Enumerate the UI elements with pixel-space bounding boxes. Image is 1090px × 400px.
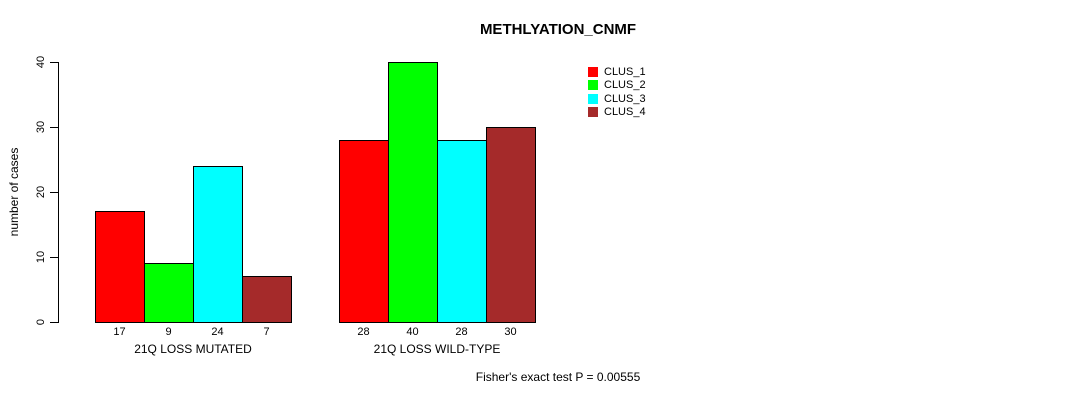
bar-clus_2-group-1: [388, 62, 438, 323]
bar-value-label: 9: [165, 326, 172, 338]
legend-label: CLUS_1: [604, 65, 646, 78]
y-axis-tick-label: 0: [35, 318, 47, 326]
chart-title: METHLYATION_CNMF: [479, 21, 637, 38]
bar-value-label: 30: [504, 326, 517, 338]
legend-color-swatch: [588, 107, 598, 118]
bar-value-label: 7: [263, 326, 270, 338]
bar-clus_4-group-1: [486, 127, 536, 323]
y-axis-line: [58, 62, 59, 323]
legend-label: CLUS_3: [604, 92, 646, 105]
bar-clus_2-group-0: [144, 263, 194, 323]
legend-label: CLUS_4: [604, 106, 646, 119]
group-label-1: 21Q LOSS WILD-TYPE: [373, 342, 501, 356]
y-axis-tick-label: 20: [35, 185, 47, 199]
legend-item-clus_4: CLUS_4: [588, 106, 646, 120]
bar-clus_3-group-0: [193, 166, 243, 323]
y-axis-tick: [50, 257, 58, 258]
y-axis-tick-label: 40: [35, 55, 47, 69]
legend-item-clus_1: CLUS_1: [588, 65, 646, 79]
y-axis-tick: [50, 322, 58, 323]
legend: CLUS_1 CLUS_2 CLUS_3 CLUS_4: [588, 65, 646, 119]
y-axis-tick-label: 30: [35, 120, 47, 134]
legend-item-clus_2: CLUS_2: [588, 79, 646, 93]
y-axis-tick: [50, 62, 58, 63]
bar-clus_4-group-0: [242, 276, 292, 323]
y-axis-tick: [50, 192, 58, 193]
legend-color-swatch: [588, 66, 598, 77]
bar-clus_1-group-0: [95, 211, 145, 323]
group-label-0: 21Q LOSS MUTATED: [134, 342, 252, 356]
y-axis-tick-label: 10: [35, 250, 47, 264]
bar-value-label: 40: [406, 326, 419, 338]
legend-color-swatch: [588, 93, 598, 104]
bar-clus_3-group-1: [437, 140, 487, 323]
legend-label: CLUS_2: [604, 79, 646, 92]
bar-value-label: 17: [113, 326, 126, 338]
y-axis-tick: [50, 127, 58, 128]
y-axis-label: number of cases: [7, 147, 21, 237]
bar-value-label: 24: [211, 326, 224, 338]
bar-clus_1-group-1: [339, 140, 389, 323]
fisher-test-annotation: Fisher's exact test P = 0.00555: [475, 370, 641, 384]
legend-color-swatch: [588, 80, 598, 91]
legend-item-clus_3: CLUS_3: [588, 92, 646, 106]
bar-value-label: 28: [357, 326, 370, 338]
bar-value-label: 28: [455, 326, 468, 338]
